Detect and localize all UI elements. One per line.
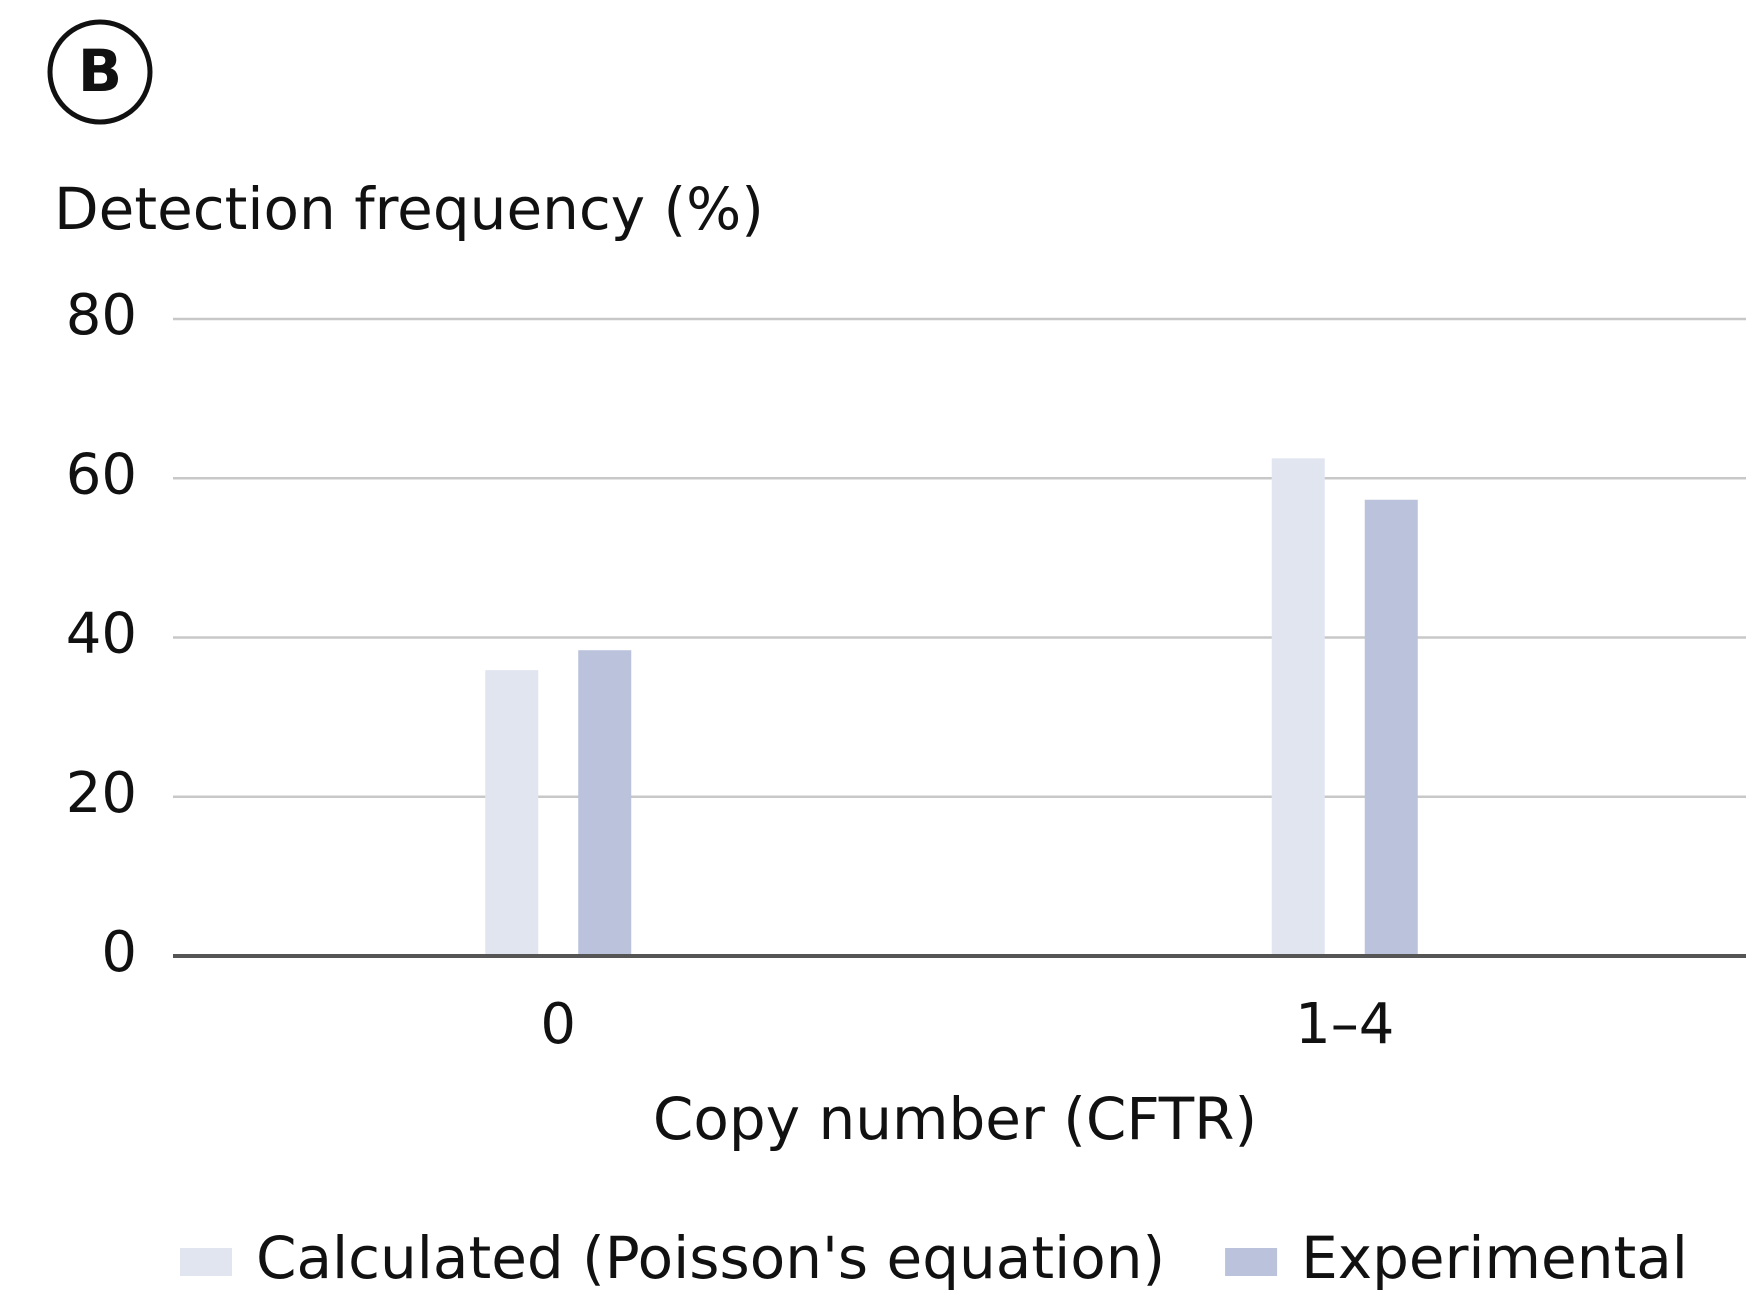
- bar: [485, 670, 539, 956]
- y-tick-label: 0: [101, 920, 137, 985]
- legend-label: Calculated (Poisson's equation): [256, 1224, 1165, 1292]
- y-axis-label: Detection frequency (%): [54, 175, 764, 243]
- x-tick-label: 0: [540, 992, 576, 1057]
- y-tick-label: 60: [66, 442, 137, 507]
- y-tick-label: 20: [66, 761, 137, 826]
- bar: [1364, 499, 1418, 956]
- y-tick-label: 80: [66, 283, 137, 348]
- x-axis-label: Copy number (CFTR): [653, 1085, 1257, 1153]
- bar: [578, 650, 632, 956]
- legend-label: Experimental: [1301, 1224, 1688, 1292]
- bar: [1271, 458, 1325, 956]
- x-tick-label: 1–4: [1295, 992, 1394, 1057]
- panel-badge: [47, 19, 153, 125]
- legend-swatch: [1225, 1248, 1278, 1276]
- y-tick-label: 40: [66, 602, 137, 667]
- panel-label: B: [78, 37, 122, 105]
- legend-swatch: [180, 1248, 232, 1276]
